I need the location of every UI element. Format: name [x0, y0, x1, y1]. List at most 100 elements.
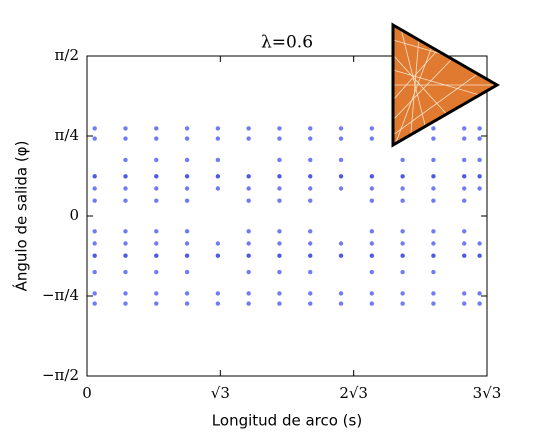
- point: [400, 229, 405, 234]
- point: [369, 198, 375, 203]
- point: [477, 241, 482, 246]
- y-tick-label: π/4: [55, 126, 79, 144]
- point: [92, 229, 97, 234]
- point: [246, 136, 251, 141]
- point: [215, 126, 221, 131]
- point: [184, 157, 190, 163]
- point: [184, 241, 190, 246]
- point: [246, 241, 251, 246]
- point: [277, 157, 282, 163]
- point: [184, 186, 190, 191]
- point: [92, 241, 97, 246]
- point: [92, 186, 97, 191]
- point: [369, 229, 375, 234]
- point: [462, 157, 467, 163]
- point: [369, 291, 375, 296]
- y-axis-label: Ángulo de salida (φ): [12, 141, 31, 292]
- x-tick-label: 2√3: [339, 384, 368, 402]
- x-tick-label: 0: [82, 384, 92, 402]
- point: [154, 229, 159, 234]
- point: [92, 174, 97, 179]
- point: [277, 269, 282, 275]
- point: [123, 301, 128, 306]
- point: [369, 269, 375, 275]
- point: [184, 301, 190, 306]
- point: [184, 136, 190, 141]
- point: [400, 241, 405, 246]
- point: [477, 291, 482, 296]
- point: [277, 241, 282, 246]
- point: [215, 174, 221, 179]
- point: [246, 291, 251, 296]
- logo: [391, 22, 501, 148]
- point: [338, 136, 344, 141]
- point: [123, 186, 128, 191]
- point: [369, 253, 375, 258]
- point: [123, 174, 128, 179]
- point: [369, 174, 375, 179]
- point: [338, 241, 344, 246]
- point: [277, 174, 282, 179]
- point: [308, 157, 313, 163]
- point: [123, 253, 128, 258]
- point: [154, 136, 159, 141]
- point: [462, 301, 467, 306]
- point: [400, 301, 405, 306]
- point: [123, 157, 128, 163]
- point: [246, 174, 251, 179]
- point: [92, 136, 97, 141]
- point: [215, 291, 221, 296]
- point: [338, 174, 344, 179]
- point: [431, 126, 436, 131]
- point: [215, 241, 221, 246]
- point: [184, 291, 190, 296]
- point: [277, 253, 282, 258]
- point: [338, 301, 344, 306]
- point: [308, 269, 313, 275]
- point: [477, 253, 482, 258]
- point: [277, 229, 282, 234]
- point: [123, 198, 128, 203]
- point: [462, 136, 467, 141]
- point: [431, 198, 436, 203]
- point: [462, 186, 467, 191]
- point: [308, 253, 313, 258]
- point: [277, 186, 282, 191]
- point: [462, 174, 467, 179]
- point: [462, 126, 467, 131]
- point: [123, 291, 128, 296]
- point: [462, 198, 467, 203]
- point: [431, 174, 436, 179]
- y-tick-label: π/2: [55, 46, 79, 64]
- point: [246, 229, 251, 234]
- point: [338, 253, 344, 258]
- point: [308, 301, 313, 306]
- point: [92, 269, 97, 275]
- point: [431, 136, 436, 141]
- point: [431, 186, 436, 191]
- point: [400, 174, 405, 179]
- point: [184, 126, 190, 131]
- point: [477, 126, 482, 131]
- point: [154, 241, 159, 246]
- point: [369, 126, 375, 131]
- point: [154, 253, 159, 258]
- point: [277, 198, 282, 203]
- x-tick-label: 3√3: [473, 384, 502, 402]
- point: [92, 198, 97, 203]
- y-tick-label: −π/2: [42, 366, 79, 384]
- point: [462, 241, 467, 246]
- chart-title: λ=0.6: [261, 33, 313, 53]
- point: [277, 301, 282, 306]
- point: [215, 136, 221, 141]
- point: [338, 126, 344, 131]
- point: [92, 253, 97, 258]
- point: [154, 291, 159, 296]
- point: [277, 126, 282, 131]
- y-tick-label: 0: [69, 206, 79, 224]
- point: [184, 198, 190, 203]
- point: [184, 269, 190, 275]
- point: [154, 269, 159, 275]
- point: [246, 269, 251, 275]
